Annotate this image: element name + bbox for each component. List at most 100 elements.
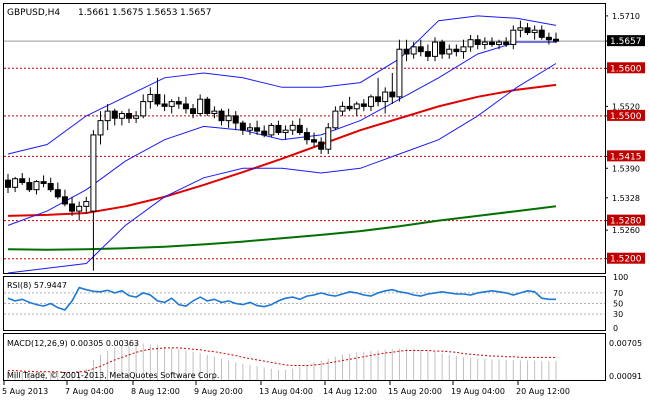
level-label: 1.5500	[610, 112, 642, 122]
candle-body	[332, 110, 339, 129]
candle-body	[218, 110, 225, 122]
bollinger-upper-line	[7, 15, 557, 155]
level-label-bg	[607, 62, 645, 74]
time-tick-label: 14 Aug 12:00	[323, 387, 377, 396]
candle-body	[417, 46, 424, 53]
candle-body	[545, 36, 552, 41]
candles	[5, 20, 559, 271]
candle-body	[246, 127, 253, 131]
bollinger-lower-line	[7, 63, 557, 274]
candle-body	[225, 115, 232, 122]
macd-panel-frame	[3, 333, 606, 381]
copyright: Mill Trade, © 2001-2013, MetaQuotes Soft…	[7, 371, 219, 380]
candle-body	[12, 178, 19, 188]
candle-body	[261, 130, 268, 136]
candle-body	[303, 132, 310, 141]
rsi-panel-frame	[3, 276, 606, 331]
price-tick-label: 1.5260	[612, 226, 640, 235]
candle-body	[503, 41, 510, 45]
green-moving-average	[7, 205, 557, 251]
candle-body	[26, 182, 33, 191]
candle-body	[396, 48, 403, 98]
candle-body	[5, 179, 11, 188]
time-tick-label: 5 Aug 2013	[2, 387, 48, 396]
level-label: 1.5280	[610, 217, 642, 227]
candle-body	[90, 134, 97, 212]
candle-body	[510, 29, 517, 45]
candle-body	[211, 110, 218, 115]
time-axis: 5 Aug 2013 7 Aug 04:00 8 Aug 12:00 9 Aug 20…	[2, 381, 570, 396]
rsi-tick-label: 50	[613, 300, 623, 309]
candle-body	[531, 29, 538, 34]
candle-body	[289, 124, 296, 131]
candle-body	[254, 127, 261, 132]
main-panel[interactable]: GBPUSD,H4 1.5661 1.5675 1.5653 1.5657	[3, 3, 606, 274]
candle-body	[190, 108, 197, 115]
level-label: 1.5415	[610, 152, 642, 162]
candle-body	[168, 101, 175, 107]
time-tick-label: 8 Aug 12:00	[131, 387, 180, 396]
time-tick-label: 13 Aug 04:00	[259, 387, 313, 396]
candle-body	[76, 205, 83, 212]
candle-body	[33, 181, 40, 191]
candle-body	[104, 110, 111, 122]
red-moving-average	[7, 83, 557, 217]
level-label-bg	[607, 252, 645, 264]
candle-body	[125, 113, 132, 119]
candle-body	[197, 98, 204, 115]
macd-label: MACD(12,26,9) 0.00305 0.00363	[7, 339, 139, 348]
candle-body	[446, 48, 453, 55]
candle-body	[282, 129, 289, 134]
candle-body	[275, 124, 282, 134]
candle-body	[410, 46, 417, 55]
candle-body	[161, 103, 168, 107]
bollinger-bands	[7, 15, 557, 274]
price-tick-label: 1.5520	[612, 102, 640, 111]
candle-body	[488, 41, 495, 45]
rsi-tick-label: 100	[613, 273, 628, 282]
candle-body	[403, 48, 410, 55]
candle-body	[204, 98, 211, 115]
level-label: 1.5200	[610, 255, 642, 265]
price-tick-label: 1.5390	[612, 164, 640, 173]
horizontal-levels	[4, 67, 605, 260]
time-tick-label: 20 Aug 12:00	[516, 387, 570, 396]
rsi-tick-label: 70	[613, 289, 623, 298]
red-ma-line	[7, 83, 557, 217]
candle-body	[40, 181, 47, 184]
rsi-path	[7, 286, 556, 311]
level-label-bg	[607, 150, 645, 162]
candle-body	[353, 103, 360, 110]
candle-body	[318, 141, 325, 150]
candle-body	[182, 103, 189, 110]
candle-body	[239, 122, 246, 131]
current-price-label: 1.5657	[610, 37, 642, 47]
rsi-tick-label: 0	[613, 324, 618, 333]
candle-body	[460, 46, 467, 53]
level-label-bg	[607, 214, 645, 226]
candle-body	[232, 115, 239, 124]
candle-body	[175, 101, 182, 105]
macd-panel[interactable]: 0.00705 0.00091 MACD(12,26,9) 0.00305 0.0…	[3, 333, 643, 382]
level-label-bg	[607, 109, 645, 121]
candle-body	[339, 105, 346, 112]
time-tick-label: 7 Aug 04:00	[65, 387, 114, 396]
candle-body	[311, 139, 318, 143]
price-tick-label: 1.5328	[612, 194, 640, 203]
candle-body	[467, 39, 474, 48]
candle-body	[54, 189, 61, 198]
candle-body	[553, 38, 559, 42]
candle-body	[118, 113, 125, 119]
current-price-label-bg	[607, 35, 645, 47]
ohlc-close: 1.5657	[180, 8, 212, 18]
green-ma-line	[7, 205, 557, 251]
macd-tick-label: 0.00091	[609, 372, 642, 381]
macd-axis: 0.00705 0.00091	[609, 339, 642, 381]
ohlc-open: 1.5661	[78, 8, 110, 18]
candle-body	[453, 48, 460, 53]
candle-body	[47, 182, 54, 191]
